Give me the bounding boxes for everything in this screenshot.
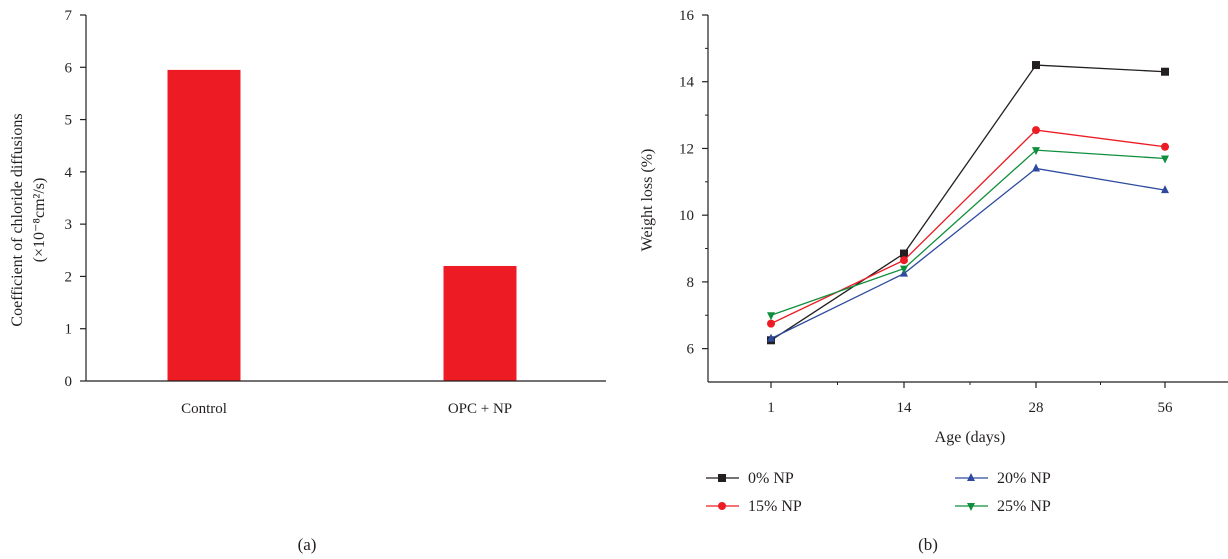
legend-label: 25% NP xyxy=(997,498,1051,515)
marker-square xyxy=(1032,61,1040,70)
x-axis-title: Age (days) xyxy=(935,429,1006,446)
legend-item: 25% NP xyxy=(955,498,1051,515)
marker-circle xyxy=(718,502,726,510)
panel-b-line-chart: 6 8 10 12 14 16 1 14 28 56 Weight loss (%) Age (… xyxy=(639,8,1228,554)
y-tick-label: 1 xyxy=(65,322,73,338)
y-axis-title-line2: (×10⁻⁸cm²/s) xyxy=(31,178,48,263)
y-tick-label: 12 xyxy=(679,141,694,157)
marker-triangle-down xyxy=(767,312,775,321)
legend: 0% NP 15% NP 20% NP 25% NP xyxy=(706,470,1051,515)
marker-circle xyxy=(767,319,775,328)
panel-a-bar-chart: 0 1 2 3 4 5 6 7 Control OPC + NP Coefficient of … xyxy=(9,8,606,554)
series-25pct-np xyxy=(767,147,1169,321)
marker-triangle-down xyxy=(1032,147,1040,156)
y-tick-label: 0 xyxy=(65,374,73,390)
marker-triangle-down xyxy=(900,265,908,274)
series-line xyxy=(770,167,1166,340)
bars xyxy=(167,69,517,382)
y-tick-label: 14 xyxy=(679,75,695,91)
marker-square xyxy=(1161,67,1169,76)
series-0pct-np xyxy=(767,61,1169,345)
series-lines xyxy=(767,61,1169,345)
y-tick-label: 4 xyxy=(65,165,73,181)
legend-label: 20% NP xyxy=(997,470,1051,487)
y-tick-label: 6 xyxy=(687,342,695,358)
y-tick-label: 2 xyxy=(65,269,73,285)
bar-opc-np xyxy=(443,265,517,381)
series-15pct-np xyxy=(767,126,1169,328)
bar-control xyxy=(167,69,241,382)
series-20pct-np xyxy=(767,163,1169,342)
y-ticks: 6 8 10 12 14 16 xyxy=(679,8,708,358)
marker-triangle-up xyxy=(1161,185,1169,194)
legend-item: 15% NP xyxy=(706,498,802,515)
marker-triangle-down xyxy=(1161,155,1169,164)
x-tick-labels: Control OPC + NP xyxy=(181,401,512,417)
marker-triangle-up xyxy=(767,333,775,342)
y-tick-label: 5 xyxy=(65,113,73,129)
marker-circle xyxy=(900,256,908,265)
y-axis-title-line1: Coefficient of chloride diffusions xyxy=(9,113,26,326)
y-tick-label: 16 xyxy=(679,8,695,24)
marker-circle xyxy=(1032,126,1040,135)
marker-triangle-up xyxy=(1032,163,1040,172)
y-tick-label: 10 xyxy=(679,208,694,224)
marker-circle xyxy=(1161,142,1169,151)
x-tick-label: OPC + NP xyxy=(448,401,512,417)
x-ticks: 1 14 28 56 xyxy=(767,382,1174,416)
series-line xyxy=(770,149,1166,316)
marker-triangle-up xyxy=(967,473,975,481)
panel-label-b: (b) xyxy=(918,535,938,554)
panel-label-a: (a) xyxy=(298,535,317,554)
series-line xyxy=(770,64,1166,341)
x-tick-label: 28 xyxy=(1029,400,1044,416)
y-axis-title: Weight loss (%) xyxy=(639,149,656,252)
y-tick-label: 7 xyxy=(65,8,73,24)
y-tick-label: 3 xyxy=(65,217,73,233)
legend-item: 20% NP xyxy=(955,470,1051,487)
y-tick-label: 6 xyxy=(65,60,73,76)
legend-label: 15% NP xyxy=(748,498,802,515)
marker-triangle-down xyxy=(967,503,975,511)
y-ticks: 0 1 2 3 4 5 6 7 xyxy=(65,8,86,390)
marker-square xyxy=(718,474,726,482)
marker-square xyxy=(900,249,908,258)
y-tick-label: 8 xyxy=(687,275,695,291)
x-tick-label: 1 xyxy=(767,400,775,416)
x-tick-label: 56 xyxy=(1158,400,1174,416)
x-tick-label: 14 xyxy=(897,400,913,416)
legend-item: 0% NP xyxy=(706,470,794,487)
x-tick-label: Control xyxy=(181,401,227,417)
legend-label: 0% NP xyxy=(748,470,794,487)
